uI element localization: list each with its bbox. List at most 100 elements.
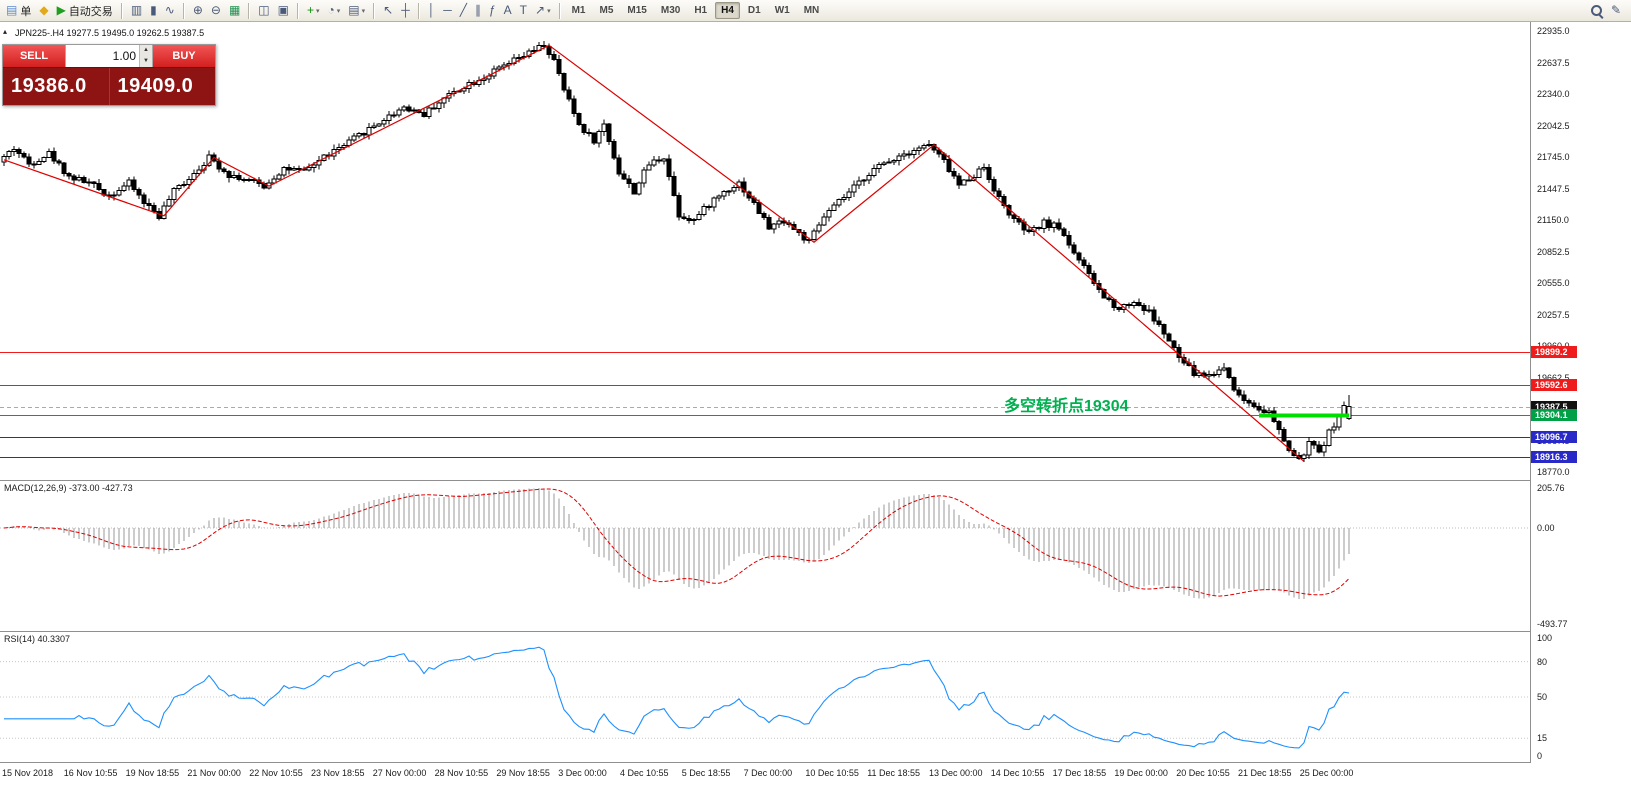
one-click-collapse-icon[interactable]: ▴ (3, 27, 8, 36)
candle-body (1251, 402, 1257, 408)
candle-body (1016, 218, 1022, 223)
dropdown-arrow-icon[interactable]: ▾ (336, 7, 341, 15)
one-click-buttons-row: SELL ▲ ▼ BUY (3, 45, 215, 67)
candle-body (1256, 406, 1262, 411)
timeframe-h1-button[interactable]: H1 (694, 5, 708, 16)
price-axis-tick: 19662.5 (1537, 372, 1570, 383)
zoom-out-button[interactable]: ⊖ (208, 2, 224, 20)
candle-body (636, 182, 642, 195)
candle-body (76, 176, 82, 181)
cascade-windows-button[interactable]: ▣ (275, 2, 292, 20)
buy-button[interactable]: BUY (153, 45, 215, 67)
candle-body (1331, 426, 1337, 431)
dropdown-arrow-icon[interactable]: ▾ (547, 7, 551, 15)
trendline-button[interactable]: ╱ (457, 2, 470, 20)
horizontal-line-button[interactable]: ─ (440, 2, 455, 20)
candle-body (116, 190, 122, 196)
crosshair-button[interactable]: ┼ (398, 2, 413, 20)
text-button[interactable]: A (501, 2, 515, 20)
dropdown-arrow-icon[interactable]: ▾ (316, 7, 320, 15)
time-axis-label: 21 Dec 18:55 (1238, 768, 1292, 778)
volume-up-button[interactable]: ▲ (140, 45, 152, 56)
arrows-button[interactable]: ↗ ▾ (532, 2, 554, 20)
panel-separator[interactable] (0, 480, 1631, 481)
label-button[interactable]: T (517, 2, 530, 20)
candle-body (176, 185, 182, 189)
candle-body (596, 130, 602, 144)
vertical-line-button[interactable]: │ (425, 2, 439, 20)
chart-annotation-text[interactable]: 多空转折点19304 (1004, 396, 1129, 415)
candle-body (646, 164, 652, 171)
candle-body (871, 167, 877, 176)
candle-body (556, 59, 562, 74)
candle-body (946, 159, 952, 173)
timeframe-mn-button[interactable]: MN (803, 5, 820, 16)
candle-body (1316, 444, 1322, 453)
text-icon: A (503, 3, 512, 17)
rsi-axis-tick: 50 (1537, 692, 1548, 702)
candle-body (501, 64, 507, 68)
new-order-button[interactable]: ▤ 单 (3, 2, 34, 20)
candle-body (1086, 264, 1092, 275)
candle-body (516, 57, 522, 60)
candle-body (586, 132, 592, 135)
candle-body (121, 185, 127, 192)
time-axis-label: 21 Nov 00:00 (187, 768, 241, 778)
main-chart[interactable]: 多空转折点19304 (0, 24, 1530, 480)
market-watch-button[interactable]: ◆ (36, 2, 51, 20)
macd-label: MACD(12,26,9) -373.00 -427.73 (4, 483, 133, 493)
time-axis-label: 19 Dec 00:00 (1114, 768, 1168, 778)
volume-down-button[interactable]: ▼ (140, 56, 152, 67)
price-axis-tick: 18770.0 (1537, 467, 1570, 477)
fibonacci-button[interactable]: ƒ (486, 2, 499, 20)
timeframe-group: M1 M5 M15 M30 H1 H4 D1 W1 MN (565, 2, 827, 19)
search-button[interactable] (1587, 2, 1606, 20)
candle-body (1036, 227, 1042, 230)
channel-button[interactable]: ∥ (472, 2, 484, 20)
candle-body (1071, 244, 1077, 254)
line-chart-button[interactable]: ∿ (162, 2, 178, 20)
price-axis-tick: 22340.0 (1537, 89, 1570, 99)
candle-body (1231, 377, 1237, 391)
sell-button[interactable]: SELL (3, 45, 65, 67)
cursor-button[interactable]: ↖ (380, 2, 396, 20)
rsi-panel-chart[interactable] (0, 632, 1530, 762)
templates-button[interactable]: ▤ ▾ (345, 2, 368, 20)
timeframe-h4-button[interactable]: H4 (715, 2, 740, 19)
candle-body (21, 152, 27, 158)
candle-body (661, 158, 667, 162)
timeframe-m1-button[interactable]: M1 (571, 5, 586, 16)
bar-chart-button[interactable]: ▥ (128, 2, 145, 20)
candle-body (811, 230, 817, 240)
timeframe-m15-button[interactable]: M15 (627, 5, 647, 16)
candle-body (901, 153, 907, 157)
panel-separator[interactable] (0, 631, 1631, 632)
candle-body (1156, 320, 1162, 326)
volume-input[interactable] (66, 45, 139, 67)
candle-body (1306, 441, 1312, 456)
edit-button[interactable]: ✎ (1608, 2, 1624, 20)
period-button[interactable]: ◔ ▾ (325, 2, 344, 20)
timeframe-d1-button[interactable]: D1 (747, 5, 761, 16)
candle-body (1116, 306, 1122, 310)
timeframe-m30-button[interactable]: M30 (660, 5, 681, 16)
candle-body (921, 144, 927, 149)
candle-body (1171, 340, 1177, 348)
timeframe-m5-button[interactable]: M5 (599, 5, 614, 16)
autotrading-button[interactable]: ▶ 自动交易 (54, 2, 116, 20)
dropdown-arrow-icon[interactable]: ▾ (361, 7, 366, 15)
candle-body (716, 195, 722, 199)
tile-windows-button[interactable]: ◫ (255, 2, 272, 20)
candle-body (286, 167, 292, 171)
zoom-in-button[interactable]: ⊕ (190, 2, 206, 20)
grid-button[interactable]: ▦ (226, 2, 243, 20)
timeframe-w1-button[interactable]: W1 (774, 5, 790, 16)
candle-body (1061, 228, 1067, 236)
candle-body (1206, 374, 1212, 377)
zigzag-line[interactable] (3, 44, 1305, 462)
candlestick-chart-button[interactable]: ▮ (147, 2, 160, 20)
macd-panel-chart[interactable] (0, 481, 1530, 631)
rsi-axis-tick: 15 (1537, 733, 1548, 744)
new-chart-button[interactable]: + ▾ (304, 2, 323, 20)
toolbar-separator (182, 2, 185, 19)
